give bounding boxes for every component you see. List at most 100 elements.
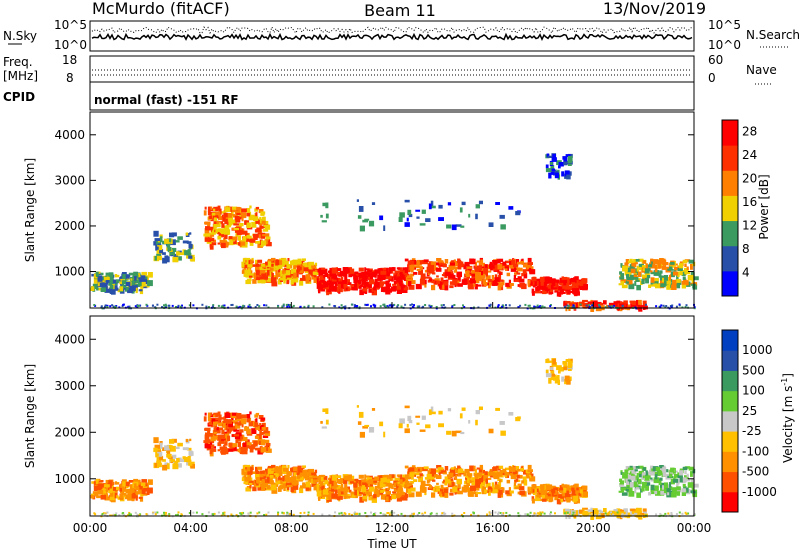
power-echo-cell bbox=[399, 212, 405, 218]
power-echo-cell bbox=[497, 279, 504, 282]
x-tick-label: 00:00 bbox=[73, 521, 108, 535]
velocity-echo-cell bbox=[114, 514, 117, 516]
power-echo-cell bbox=[409, 265, 415, 270]
velocity-echo-cell bbox=[340, 512, 343, 515]
velocity-echo-cell bbox=[655, 490, 661, 496]
velocity-echo-cell bbox=[275, 466, 280, 473]
power-echo-cell bbox=[237, 216, 242, 220]
velocity-echo-cell bbox=[224, 433, 230, 440]
velocity-echo-cell bbox=[645, 485, 649, 491]
velocity-echo-cell bbox=[464, 468, 470, 474]
velocity-echo-cell bbox=[637, 478, 642, 485]
velocity-echo-cell bbox=[157, 462, 162, 468]
power-echo-cell bbox=[664, 275, 668, 281]
power-echo-cell bbox=[213, 225, 218, 228]
power-echo-cell bbox=[216, 222, 221, 228]
velocity-echo-cell bbox=[217, 449, 221, 452]
power-echo-cell bbox=[650, 271, 655, 275]
power-echo-cell bbox=[396, 305, 399, 308]
velocity-echo-cell bbox=[382, 513, 385, 516]
velocity-echo-cell bbox=[428, 484, 432, 489]
velocity-echo-cell bbox=[483, 472, 486, 477]
velocity-echo-cell bbox=[564, 512, 566, 515]
velocity-echo-cell bbox=[684, 479, 691, 482]
power-echo-cell bbox=[478, 268, 484, 272]
power-echo-cell bbox=[318, 289, 321, 294]
velocity-echo-cell bbox=[329, 478, 335, 484]
velocity-echo-cell bbox=[141, 483, 148, 490]
power-echo-cell bbox=[246, 208, 251, 213]
velocity-echo-cell bbox=[683, 486, 687, 491]
velocity-echo-cell bbox=[331, 474, 338, 481]
velocity-echo-cell bbox=[531, 496, 535, 501]
power-echo-cell bbox=[567, 157, 572, 163]
velocity-echo-cell bbox=[684, 511, 687, 514]
power-echo-cell bbox=[170, 239, 176, 246]
power-echo-cell bbox=[204, 228, 210, 234]
velocity-echo-cell bbox=[204, 444, 211, 449]
power-echo-cell bbox=[265, 236, 271, 240]
power-echo-cell bbox=[277, 268, 281, 274]
power-echo-cell bbox=[427, 272, 431, 276]
velocity-echo-cell bbox=[657, 470, 662, 476]
velocity-echo-cell bbox=[388, 475, 392, 481]
power-echo-cell bbox=[373, 273, 377, 276]
velocity-echo-cell bbox=[398, 423, 403, 429]
power-echo-cell bbox=[233, 240, 237, 245]
power-echo-cell bbox=[505, 304, 507, 307]
power-echo-cell bbox=[394, 272, 399, 276]
power-echo-cell bbox=[567, 163, 572, 166]
velocity-echo-cell bbox=[343, 490, 348, 496]
power-echo-cell bbox=[598, 303, 600, 306]
power-echo-cell bbox=[318, 271, 323, 277]
velocity-echo-cell bbox=[505, 467, 511, 471]
velocity-echo-cell bbox=[475, 410, 480, 415]
power-echo-cell bbox=[239, 213, 243, 218]
power-echo-cell bbox=[156, 253, 162, 258]
velocity-echo-cell bbox=[244, 476, 251, 482]
velocity-echo-cell bbox=[260, 419, 265, 422]
power-echo-cell bbox=[556, 284, 559, 289]
velocity-echo-cell bbox=[125, 494, 129, 498]
power-echo-cell bbox=[241, 244, 248, 248]
velocity-echo-cell bbox=[116, 486, 120, 491]
velocity-echo-cell bbox=[505, 490, 511, 495]
velocity-echo-cell bbox=[328, 514, 331, 516]
velocity-echo-cell bbox=[204, 434, 210, 440]
velocity-echo-cell bbox=[227, 435, 231, 441]
velocity-echo-cell bbox=[216, 428, 221, 434]
velocity-echo-cell bbox=[635, 487, 640, 490]
velocity-echo-cell bbox=[213, 512, 216, 515]
velocity-echo-cell bbox=[480, 484, 483, 489]
velocity-echo-cell bbox=[380, 489, 384, 493]
power-echo-cell bbox=[341, 280, 348, 284]
velocity-echo-cell bbox=[322, 408, 328, 412]
power-echo-cell bbox=[388, 267, 392, 274]
power-echo-cell bbox=[619, 277, 625, 280]
velocity-echo-cell bbox=[251, 464, 254, 469]
power-echo-cell bbox=[235, 242, 239, 245]
power-echo-cell bbox=[466, 266, 473, 269]
velocity-echo-cell bbox=[97, 490, 100, 494]
power-echo-cell bbox=[334, 281, 338, 286]
power-echo-cell bbox=[598, 305, 601, 308]
power-echo-cell bbox=[206, 241, 212, 244]
x-tick-label: 16:00 bbox=[475, 521, 510, 535]
velocity-echo-cell bbox=[671, 492, 677, 498]
velocity-echo-cell bbox=[681, 479, 686, 484]
velocity-echo-cell bbox=[690, 471, 693, 477]
velocity-echo-cell bbox=[515, 478, 519, 482]
power-echo-cell bbox=[97, 282, 104, 288]
velocity-echo-cell bbox=[221, 438, 226, 441]
velocity-echo-cell bbox=[282, 475, 285, 482]
power-echo-cell bbox=[249, 276, 252, 281]
power-heatmap bbox=[90, 153, 699, 312]
velocity-echo-cell bbox=[664, 482, 668, 489]
velocity-echo-cell bbox=[430, 472, 435, 477]
velocity-echo-cell bbox=[308, 468, 314, 475]
power-echo-cell bbox=[186, 241, 192, 244]
power-echo-cell bbox=[162, 252, 166, 255]
power-echo-cell bbox=[147, 272, 153, 278]
velocity-echo-cell bbox=[457, 484, 461, 490]
velocity-echo-cell bbox=[323, 489, 329, 495]
